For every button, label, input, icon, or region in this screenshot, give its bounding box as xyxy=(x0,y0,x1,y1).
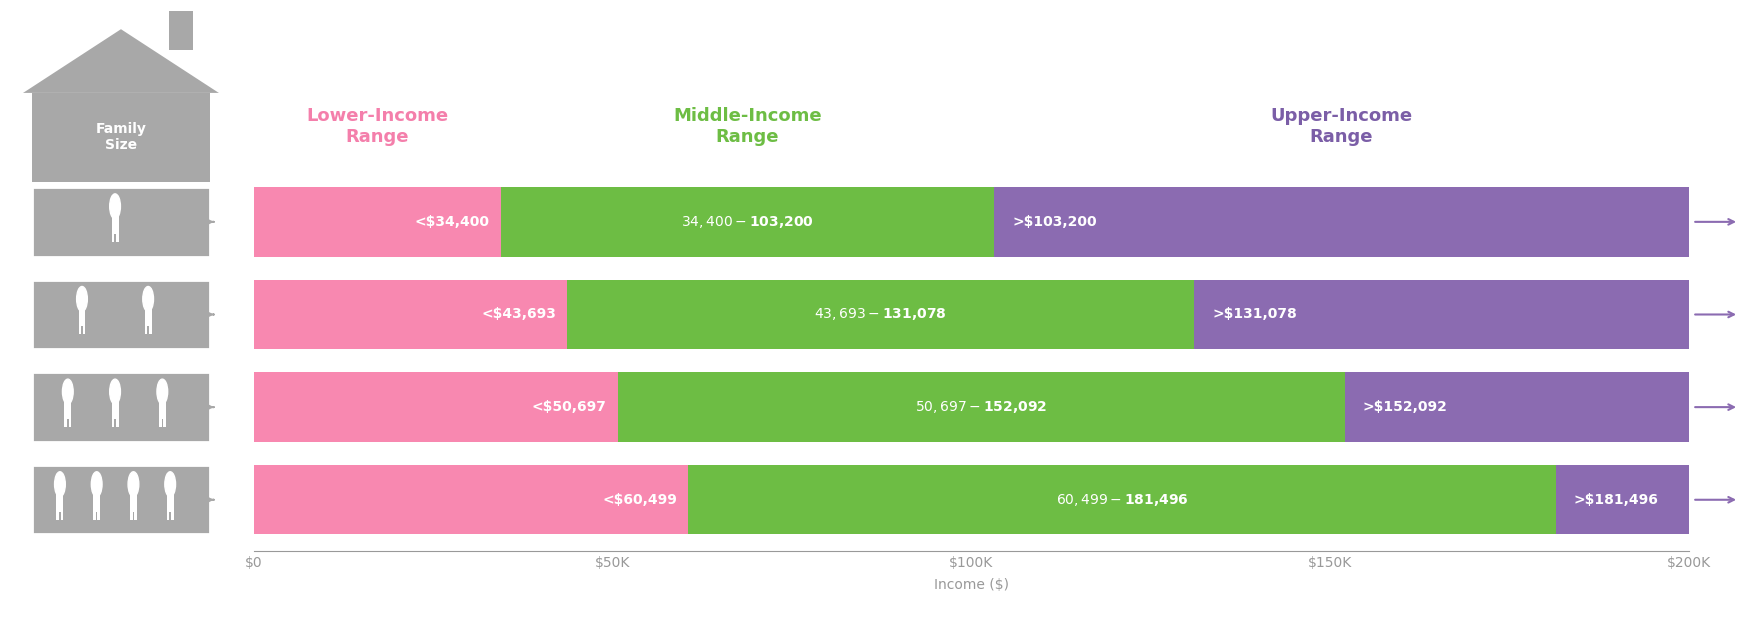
Bar xyxy=(166,511,170,520)
Bar xyxy=(1556,465,1689,534)
Bar xyxy=(79,327,80,334)
Bar xyxy=(56,511,60,520)
Bar xyxy=(159,399,166,419)
Bar xyxy=(254,187,500,256)
Bar xyxy=(254,280,567,349)
Bar xyxy=(567,280,1194,349)
Text: Lower-Income
Range: Lower-Income Range xyxy=(306,107,448,146)
Bar xyxy=(112,419,114,427)
Bar xyxy=(145,327,147,334)
Text: Upper-Income
Range: Upper-Income Range xyxy=(1270,107,1412,146)
Bar xyxy=(172,511,173,520)
Bar xyxy=(688,465,1556,534)
Text: $43,693 - $131,078: $43,693 - $131,078 xyxy=(814,306,947,322)
Bar xyxy=(68,419,72,427)
Bar xyxy=(65,399,72,419)
Bar xyxy=(56,492,63,511)
Bar xyxy=(116,419,119,427)
Circle shape xyxy=(54,472,65,497)
Bar xyxy=(112,399,119,419)
Bar xyxy=(93,492,100,511)
Bar xyxy=(33,372,210,442)
Text: <$34,400: <$34,400 xyxy=(415,215,490,229)
Text: >$181,496: >$181,496 xyxy=(1573,492,1659,507)
Bar xyxy=(1346,372,1689,442)
Circle shape xyxy=(158,379,168,404)
Text: Middle-Income
Range: Middle-Income Range xyxy=(674,107,822,146)
Bar xyxy=(254,465,688,534)
Text: <$43,693: <$43,693 xyxy=(481,308,556,322)
Bar xyxy=(33,465,210,534)
Bar xyxy=(116,234,119,242)
X-axis label: Income ($): Income ($) xyxy=(934,578,1008,592)
Text: $34,400 - $103,200: $34,400 - $103,200 xyxy=(681,214,814,230)
Bar xyxy=(170,11,192,49)
Circle shape xyxy=(164,472,175,497)
Text: >$103,200: >$103,200 xyxy=(1011,215,1097,229)
Circle shape xyxy=(91,472,102,497)
Polygon shape xyxy=(21,28,222,93)
Bar xyxy=(254,372,618,442)
Circle shape xyxy=(63,379,74,404)
Bar xyxy=(112,214,119,234)
Bar xyxy=(61,511,63,520)
Bar xyxy=(1194,280,1689,349)
Bar xyxy=(82,327,86,334)
Bar xyxy=(159,419,161,427)
Bar xyxy=(166,492,173,511)
Text: <$50,697: <$50,697 xyxy=(532,400,607,414)
Circle shape xyxy=(110,379,121,404)
Text: $60,499 - $181,496: $60,499 - $181,496 xyxy=(1055,492,1188,508)
Bar xyxy=(130,511,133,520)
Bar xyxy=(163,419,166,427)
Text: >$131,078: >$131,078 xyxy=(1213,308,1297,322)
Circle shape xyxy=(128,472,138,497)
Bar xyxy=(98,511,100,520)
Bar xyxy=(500,187,994,256)
Bar xyxy=(33,93,210,182)
Bar xyxy=(65,419,66,427)
Bar xyxy=(994,187,1689,256)
Bar xyxy=(618,372,1346,442)
Bar xyxy=(33,280,210,349)
Bar xyxy=(130,492,136,511)
Bar xyxy=(112,234,114,242)
Circle shape xyxy=(110,194,121,219)
Text: >$152,092: >$152,092 xyxy=(1363,400,1447,414)
Bar xyxy=(145,306,152,327)
Text: <$60,499: <$60,499 xyxy=(602,492,677,507)
Circle shape xyxy=(144,287,154,311)
Bar xyxy=(135,511,136,520)
Text: Family
Size: Family Size xyxy=(96,122,147,153)
Circle shape xyxy=(77,287,88,311)
Bar xyxy=(149,327,152,334)
Bar xyxy=(79,306,86,327)
Bar xyxy=(33,187,210,256)
Text: $50,697 - $152,092: $50,697 - $152,092 xyxy=(915,399,1046,415)
Bar xyxy=(93,511,96,520)
